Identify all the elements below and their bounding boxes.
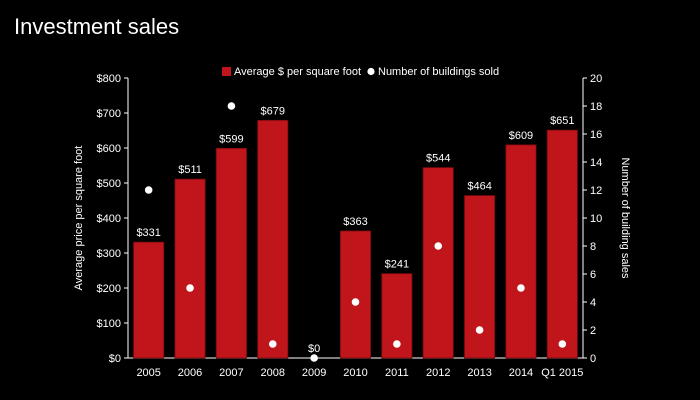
bar	[174, 178, 206, 359]
x-tick-label: 2011	[385, 367, 409, 379]
bar-value-label: $544	[426, 153, 450, 165]
x-tick-label: 2014	[509, 367, 533, 379]
y2-tick-label: 4	[590, 297, 596, 309]
x-tick-label: 2009	[302, 367, 326, 379]
point	[517, 284, 525, 292]
legend-marker-dots	[367, 67, 375, 76]
y2-tick-label: 0	[590, 353, 596, 365]
bar-value-label: $651	[550, 115, 574, 127]
bar-value-label: $0	[308, 343, 320, 355]
legend-swatch-bars	[222, 67, 231, 76]
bar	[381, 273, 413, 359]
y2-tick-label: 12	[590, 185, 602, 197]
x-tick-label: 2013	[467, 367, 491, 379]
y2-tick-label: 16	[590, 129, 602, 141]
bar	[422, 167, 454, 359]
bar-value-label: $363	[343, 216, 367, 228]
x-tick-label: 2008	[261, 367, 285, 379]
y-axis-label: Average price per square foot	[73, 146, 85, 291]
point	[268, 340, 277, 348]
y2-tick-label: 20	[590, 73, 602, 85]
bar-value-label: $679	[261, 105, 285, 117]
y2-tick-label: 6	[590, 269, 596, 281]
point	[475, 326, 484, 334]
point	[144, 186, 153, 194]
x-tick-label: 2010	[343, 367, 367, 379]
x-tick-label: Q1 2015	[541, 367, 583, 379]
y2-tick-label: 14	[590, 157, 602, 169]
point	[558, 340, 567, 348]
y-tick-label: $100	[97, 318, 121, 330]
y-tick-label: $500	[97, 178, 121, 190]
point	[351, 298, 360, 306]
x-tick-label: 2005	[136, 367, 160, 379]
y2-tick-label: 8	[590, 241, 596, 253]
y2-tick-label: 10	[590, 213, 602, 225]
legend-label-dots: Number of buildings sold	[378, 66, 499, 78]
bar	[340, 230, 371, 359]
bar	[505, 144, 537, 359]
x-tick-label: 2006	[178, 367, 202, 379]
bar	[257, 119, 289, 359]
bar-value-label: $331	[136, 227, 160, 239]
y-tick-label: $700	[97, 108, 121, 120]
bar	[546, 129, 578, 359]
y2-axis-label: Number of building sales	[619, 157, 631, 279]
x-tick-label: 2012	[426, 367, 450, 379]
bar	[133, 241, 165, 359]
y-tick-label: $600	[97, 143, 121, 155]
y2-tick-label: 2	[590, 325, 596, 337]
point	[310, 354, 318, 362]
y-tick-label: $300	[97, 248, 121, 260]
point	[434, 242, 443, 250]
point	[186, 284, 194, 292]
point	[227, 102, 236, 110]
y-tick-label: $800	[97, 73, 121, 85]
bar-value-label: $241	[385, 259, 409, 271]
y-tick-label: $400	[97, 213, 121, 225]
point	[393, 340, 401, 348]
bar	[215, 147, 247, 359]
chart-title: Investment sales	[14, 14, 180, 39]
bar-value-label: $599	[219, 133, 243, 145]
x-tick-label: 2007	[219, 367, 243, 379]
bar-value-label: $511	[178, 164, 202, 176]
plot-group: $0 $100 $200 $300 $400 $500 $600 $700 $800 0 2 4 6 8 1…	[97, 73, 603, 379]
bar-value-label: $609	[509, 130, 533, 142]
y-tick-label: $0	[109, 353, 121, 365]
y-tick-label: $200	[97, 283, 121, 295]
legend: Average $ per square foot Number of buil…	[222, 66, 499, 78]
y2-tick-label: 18	[590, 101, 602, 113]
legend-label-bars: Average $ per square foot	[234, 66, 361, 78]
bar-value-label: $464	[467, 181, 491, 193]
